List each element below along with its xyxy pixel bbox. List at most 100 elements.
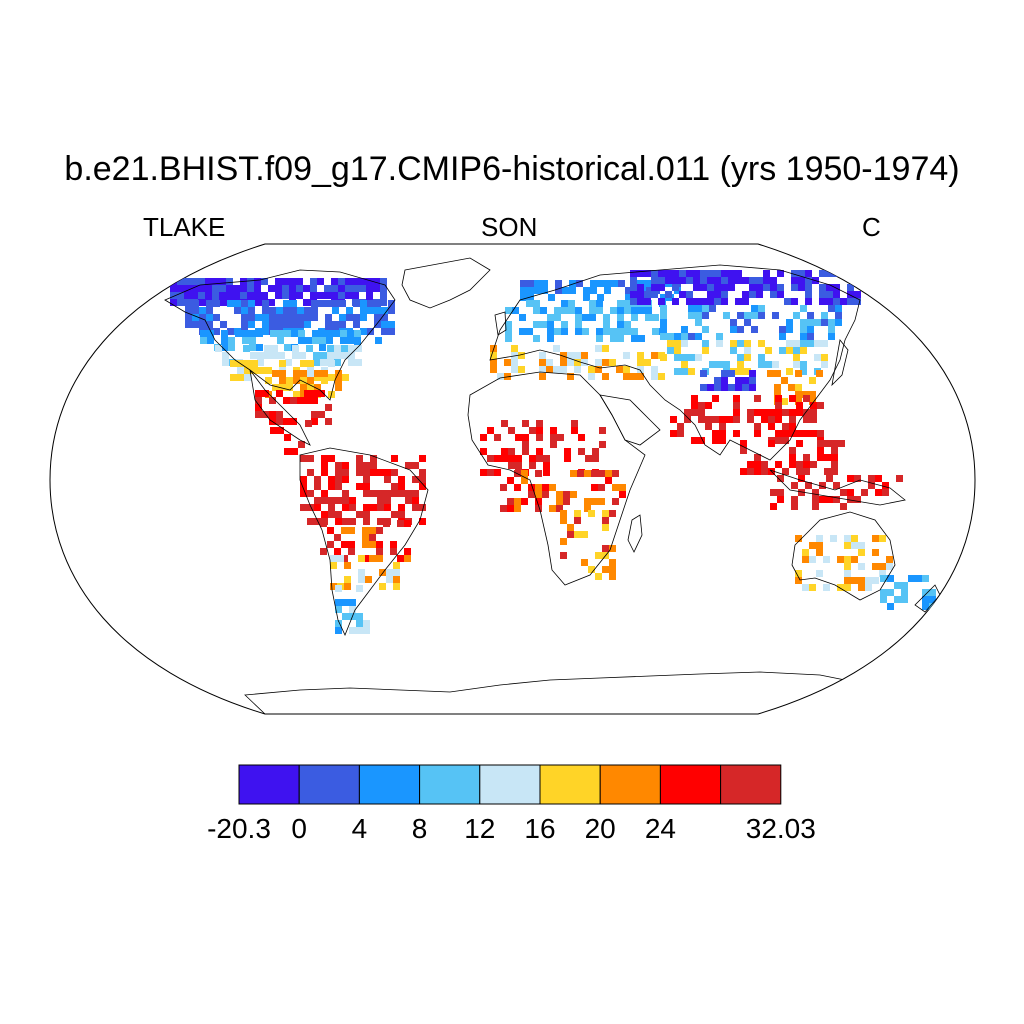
lake-cell [777, 270, 784, 277]
lake-cell [550, 427, 557, 434]
lake-cell [803, 416, 810, 423]
lake-cell [880, 589, 887, 596]
lake-cell [695, 305, 702, 312]
lake-cell [688, 305, 695, 312]
lake-cell [802, 556, 809, 563]
lake-cell [282, 292, 289, 299]
lake-cell [765, 361, 772, 368]
lake-cell [374, 307, 381, 314]
lake-cell [624, 307, 631, 314]
lake-cell [247, 292, 254, 299]
lake-cell [279, 360, 286, 367]
lake-cell [520, 287, 527, 294]
lake-cell [567, 373, 574, 380]
lake-cell [740, 447, 747, 454]
lake-cell [791, 482, 798, 489]
lake-cell [590, 287, 597, 294]
lake-cell [379, 583, 386, 590]
lake-cell [798, 489, 805, 496]
lake-cell [369, 534, 376, 541]
lake-cell [598, 498, 605, 505]
lake-cell [284, 344, 291, 351]
lake-cell [318, 411, 325, 418]
lake-cell [840, 298, 847, 305]
lake-cell [847, 489, 854, 496]
lake-cell [844, 535, 851, 542]
lake-cell [333, 330, 340, 337]
lake-cell [338, 285, 345, 292]
lake-cell [370, 490, 377, 497]
lake-cell [596, 300, 603, 307]
lake-cell [505, 307, 512, 314]
lake-cell [347, 337, 354, 344]
lake-cell [293, 391, 300, 398]
lake-cell [596, 335, 603, 342]
lake-cell [581, 531, 588, 538]
lake-cell [644, 291, 651, 298]
lake-cell [716, 333, 723, 340]
lake-cell [353, 314, 360, 321]
lake-cell [819, 298, 826, 305]
lake-cell [826, 270, 833, 277]
lake-cell [321, 455, 328, 462]
lake-cell [567, 359, 574, 366]
lake-cell [805, 482, 812, 489]
lake-cell [369, 555, 376, 562]
lake-cell [543, 462, 550, 469]
lake-cell [880, 596, 887, 603]
lake-cell [800, 340, 807, 347]
lake-cell [487, 427, 494, 434]
lake-cell [529, 462, 536, 469]
lake-cell [557, 434, 564, 441]
lake-cell [824, 440, 831, 447]
lake-cell [560, 359, 567, 366]
lake-cell [709, 361, 716, 368]
lake-cell [644, 298, 651, 305]
lake-cell [367, 307, 374, 314]
lake-cell [807, 333, 814, 340]
lake-cell [314, 504, 321, 511]
lake-cell [254, 299, 261, 306]
lake-cell [795, 577, 802, 584]
lake-cell [854, 291, 861, 298]
lake-cell [740, 468, 747, 475]
lake-cell [807, 340, 814, 347]
lake-cell [356, 620, 363, 627]
units-label: C [862, 212, 881, 242]
lake-cell [539, 359, 546, 366]
lake-cell [674, 354, 681, 361]
lake-cell [307, 367, 314, 374]
lake-cell [358, 569, 365, 576]
lake-cell [311, 300, 318, 307]
lake-cell [325, 300, 332, 307]
lake-cell [630, 373, 637, 380]
lake-cell [782, 409, 789, 416]
lake-cell [370, 504, 377, 511]
lake-cell [311, 390, 318, 397]
lake-cell [192, 307, 199, 314]
lake-cell [768, 440, 775, 447]
lake-cell [577, 470, 584, 477]
lake-cell [700, 298, 707, 305]
lake-cell [352, 292, 359, 299]
lake-cell [241, 321, 248, 328]
lake-cell [840, 489, 847, 496]
lake-cell [798, 277, 805, 284]
lake-cell [803, 468, 810, 475]
lake-cell [560, 366, 567, 373]
lake-cell [177, 278, 184, 285]
lake-cell [311, 411, 318, 418]
lake-cell [707, 291, 714, 298]
lake-cell [589, 314, 596, 321]
lake-cell [237, 367, 244, 374]
lake-cell [796, 409, 803, 416]
coast-africa [467, 371, 646, 586]
lake-cell [554, 328, 561, 335]
lake-cell [617, 307, 624, 314]
lake-cell [591, 484, 598, 491]
lake-cell [191, 278, 198, 285]
lake-cell [929, 596, 936, 603]
lake-cell [695, 354, 702, 361]
lake-cell [833, 291, 840, 298]
lake-cell [721, 384, 728, 391]
